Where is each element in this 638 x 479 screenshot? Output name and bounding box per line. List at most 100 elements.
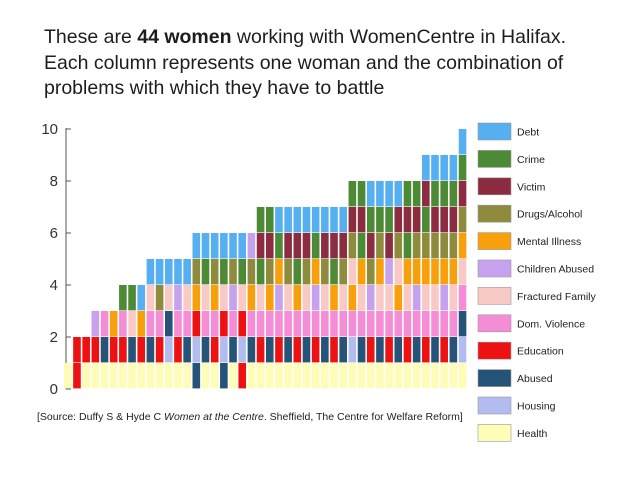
bar-segment-education [385, 337, 393, 363]
bar-column [458, 129, 467, 389]
bar-segment-dom-violence [293, 311, 302, 337]
bar-segment-mental-illness [403, 259, 412, 285]
bar-segment-debt [137, 285, 146, 311]
bar-column [449, 155, 458, 389]
source-prefix: [Source: Duffy S & Hyde C [37, 411, 165, 423]
bar-segment-dom-violence [210, 311, 219, 337]
bar-column [210, 233, 219, 389]
bar-segment-health [321, 363, 329, 389]
legend-item-education: Education [477, 341, 564, 360]
bar-segment-drugs-alcohol [366, 259, 375, 285]
bar-segment-abused [394, 337, 403, 363]
bar-segment-fractured-family [339, 285, 347, 311]
bar-segment-drugs-alcohol [394, 233, 403, 259]
bar-segment-dom-violence [458, 285, 467, 311]
bar-segment-education [73, 363, 81, 389]
bar-segment-drugs-alcohol [302, 259, 311, 285]
bar-segment-crime [357, 181, 366, 207]
bar-segment-fractured-family [403, 285, 412, 311]
bar-segment-crime [357, 233, 366, 259]
bar-segment-drugs-alcohol [458, 207, 467, 233]
bar-segment-crime [403, 233, 412, 259]
bar-column [275, 207, 283, 389]
bar-column [422, 155, 430, 389]
bar-segment-fractured-family [302, 285, 311, 311]
legend-item-children-abused: Children Abused [477, 259, 594, 278]
bar-column [412, 181, 421, 389]
bar-segment-crime [449, 181, 458, 207]
title-text-part1: These are [44, 26, 138, 48]
legend-swatch [477, 232, 512, 250]
bar-segment-victim [293, 233, 302, 259]
bar-segment-debt [146, 259, 155, 285]
bar-segment-debt [321, 207, 329, 233]
bar-segment-debt [155, 259, 164, 285]
bar-column [64, 363, 72, 389]
bar-segment-crime [431, 181, 439, 207]
bar-segment-dom-violence [348, 311, 357, 337]
bar-segment-victim [422, 181, 430, 207]
bar-column [128, 285, 136, 389]
bar-segment-mental-illness [275, 259, 283, 285]
bar-column [155, 259, 164, 389]
bar-segment-abused [339, 337, 347, 363]
bar-segment-education [293, 337, 302, 363]
bar-segment-education [330, 337, 338, 363]
bar-segment-education [137, 337, 146, 363]
bar-segment-health [311, 363, 320, 389]
bar-segment-health [412, 363, 421, 389]
bar-segment-crime [330, 259, 338, 285]
bar-column [440, 155, 448, 389]
bar-segment-debt [458, 129, 467, 155]
bar-segment-dom-violence [119, 311, 127, 337]
bar-segment-health [137, 363, 146, 389]
bar-column [431, 155, 439, 389]
bar-segment-debt [192, 233, 201, 259]
y-tick-label: 0 [50, 381, 58, 398]
bar-segment-drugs-alcohol [284, 259, 292, 285]
bar-segment-health [458, 363, 467, 389]
bar-segment-abused [357, 337, 366, 363]
bar-segment-education [119, 337, 127, 363]
bar-segment-dom-violence [183, 311, 191, 337]
legend-label: Abused [517, 373, 553, 385]
bar-segment-health [155, 363, 164, 389]
bar-column [229, 233, 237, 389]
bar-segment-dom-violence [247, 311, 256, 337]
bar-segment-abused [146, 337, 155, 363]
bar-segment-debt [385, 181, 393, 207]
bar-segment-debt [201, 233, 210, 259]
bar-column [164, 259, 173, 389]
bar-segment-drugs-alcohol [155, 285, 164, 311]
legend-item-abused: Abused [477, 369, 553, 387]
bar-segment-children-abused [229, 285, 237, 311]
bar-segment-health [366, 363, 375, 389]
bar-segment-mental-illness [394, 285, 403, 311]
bar-segment-victim [431, 207, 439, 233]
bar-segment-health [256, 363, 265, 389]
bar-segment-dom-violence [412, 311, 421, 337]
bar-column [376, 181, 384, 389]
bar-segment-education [422, 337, 430, 363]
legend-swatch [477, 259, 512, 278]
source-book-title: Women at the Centre [164, 411, 264, 423]
bar-segment-education [220, 311, 228, 337]
legend-swatch [477, 177, 512, 196]
bar-segment-crime [403, 181, 412, 207]
bar-segment-victim [302, 233, 311, 259]
bar-column [284, 207, 292, 389]
bar-segment-abused [376, 337, 384, 363]
bar-segment-children-abused [247, 233, 256, 259]
bar-segment-abused [431, 337, 439, 363]
bar-column [109, 311, 118, 389]
bar-segment-health [376, 363, 384, 389]
bar-segment-drugs-alcohol [422, 233, 430, 259]
bar-segment-crime [412, 181, 421, 207]
bar-segment-fractured-family [376, 285, 384, 311]
bar-column [357, 181, 366, 389]
bar-segment-victim [412, 207, 421, 233]
bar-segment-mental-illness [422, 259, 430, 285]
bar-segment-health [440, 363, 448, 389]
bar-segment-crime [311, 233, 320, 259]
legend-item-health: Health [477, 424, 548, 442]
